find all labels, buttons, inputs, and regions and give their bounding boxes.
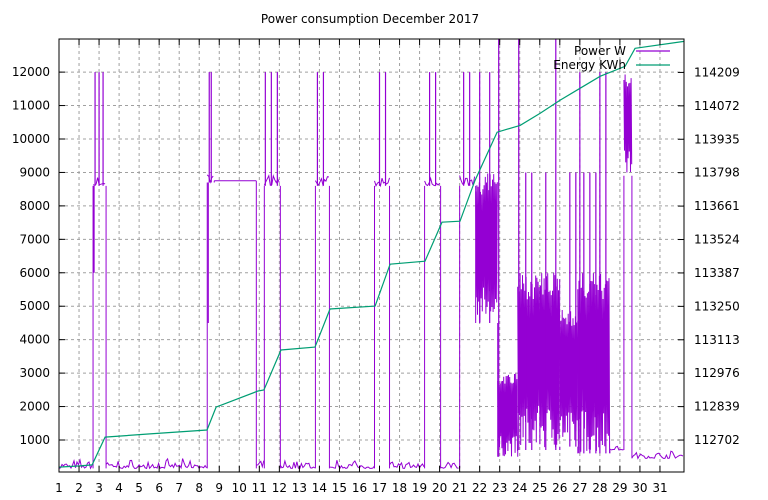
x-tick-label: 13: [292, 481, 307, 495]
power-segment: [206, 174, 214, 184]
y2-tick-label: 113387: [694, 266, 740, 280]
x-tick-label: 12: [272, 481, 287, 495]
x-tick-label: 16: [352, 481, 367, 495]
x-tick-label: 14: [312, 481, 327, 495]
x-tick-label: 30: [632, 481, 647, 495]
power-segment: [497, 373, 518, 457]
x-tick-label: 11: [252, 481, 267, 495]
plot-border: [58, 38, 685, 473]
legend-label-energy: Energy KWh: [553, 58, 626, 72]
y-tick-label: 8000: [19, 199, 50, 213]
y2-tick-label: 113113: [694, 333, 740, 347]
x-tick-label: 6: [155, 481, 163, 495]
power-segment: [475, 173, 498, 323]
power-segment: [559, 309, 579, 441]
y2-tick-label: 112976: [694, 366, 740, 380]
chart-title: Power consumption December 2017: [261, 12, 479, 26]
x-tick-label: 23: [492, 481, 507, 495]
power-segment: [329, 460, 375, 470]
y-tick-label: 9000: [19, 165, 50, 179]
x-tick-label: 5: [135, 481, 143, 495]
y-tick-label: 10000: [12, 132, 50, 146]
x-tick-label: 29: [612, 481, 627, 495]
y2-tick-label: 113524: [694, 233, 740, 247]
x-tick-label: 2: [75, 481, 83, 495]
x-tick-label: 3: [95, 481, 103, 495]
y2-tick-label: 112702: [694, 433, 740, 447]
y-tick-label: 11000: [12, 99, 50, 113]
y-tick-label: 7000: [19, 232, 50, 246]
x-tick-label: 28: [592, 481, 607, 495]
power-segment: [577, 273, 611, 454]
power-segment: [105, 457, 208, 470]
x-tick-label: 20: [432, 481, 447, 495]
energy-line: [58, 40, 685, 468]
y-tick-label: 4000: [19, 333, 50, 347]
y2-tick-label: 113250: [694, 299, 740, 313]
y2-tick-label: 113661: [694, 199, 740, 213]
y-tick-label: 3000: [19, 366, 50, 380]
power-segment: [623, 74, 633, 173]
x-tick-label: 18: [392, 481, 407, 495]
x-tick-label: 10: [232, 481, 247, 495]
y-tick-label: 5000: [19, 299, 50, 313]
x-tick-label: 7: [175, 481, 183, 495]
y-tick-label: 2000: [19, 400, 50, 414]
power-segment: [424, 176, 440, 187]
power-segment: [459, 175, 476, 186]
y2-tick-label: 113798: [694, 166, 740, 180]
x-tick-label: 17: [372, 481, 387, 495]
x-tick-label: 9: [215, 481, 223, 495]
axes: 1 2 3 4 5 6 7 8 9 10 11 12 13 14 15 16 17 18 19 20 21 22 23 24 2…: [12, 39, 740, 495]
legend: Power W Energy KWh: [553, 44, 670, 72]
power-segment: [256, 460, 265, 469]
x-tick-label: 15: [332, 481, 347, 495]
x-tick-label: 25: [532, 481, 547, 495]
power-segment: [389, 461, 425, 469]
y-tick-label: 12000: [12, 65, 50, 79]
y2-tick-label: 113935: [694, 132, 740, 146]
power-segment: [517, 272, 561, 448]
x-tick-label: 31: [652, 481, 667, 495]
x-tick-label: 19: [412, 481, 427, 495]
y-tick-label: 1000: [19, 433, 50, 447]
y-tick-label: 6000: [19, 266, 50, 280]
y2-tick-label: 114072: [694, 99, 740, 113]
y2-tick-label: 112839: [694, 400, 740, 414]
power-segment: [440, 461, 459, 469]
power-segment: [609, 445, 624, 451]
x-tick-label: 4: [115, 481, 123, 495]
x-tick-label: 24: [512, 481, 527, 495]
y2-tick-label: 114209: [694, 65, 740, 79]
power-segment: [374, 177, 390, 188]
x-tick-label: 26: [552, 481, 567, 495]
x-tick-label: 8: [195, 481, 203, 495]
x-tick-label: 1: [55, 481, 63, 495]
legend-label-power: Power W: [574, 44, 626, 58]
power-segment: [631, 450, 684, 460]
power-segment: [279, 459, 316, 469]
x-tick-label: 22: [472, 481, 487, 495]
plot-area: [58, 39, 685, 470]
x-tick-label: 27: [572, 481, 587, 495]
x-tick-label: 21: [452, 481, 467, 495]
